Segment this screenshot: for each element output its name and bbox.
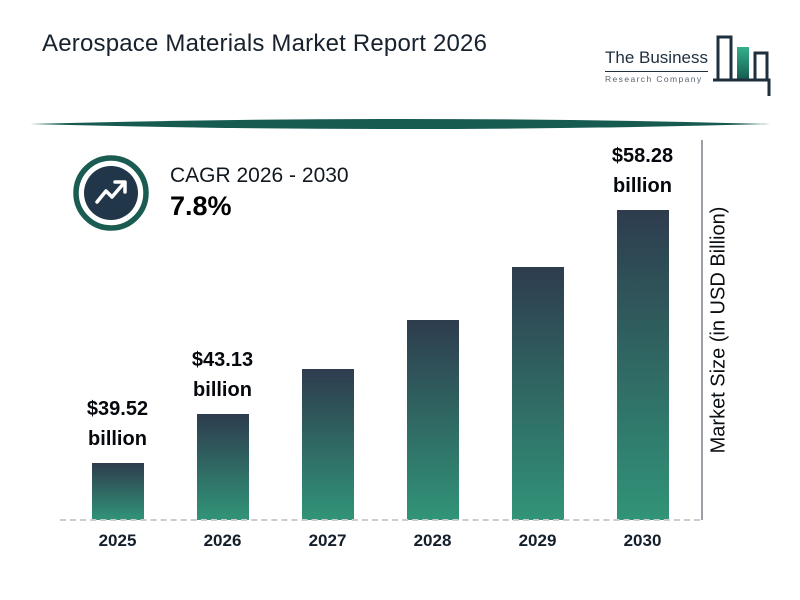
cagr-label: CAGR 2026 - 2030 (170, 164, 349, 187)
bar-value-label-2025: $39.52 billion (86, 398, 149, 450)
logo-name: The Business (605, 48, 708, 72)
trend-up-icon (73, 155, 149, 231)
company-logo: The Business Research Company (605, 32, 774, 98)
bar-group-2026: $43.13 billion (170, 140, 275, 520)
page-title: Aerospace Materials Market Report 2026 (42, 30, 488, 57)
cagr-block: CAGR 2026 - 2030 7.8% (72, 154, 349, 232)
cagr-value: 7.8% (170, 191, 232, 221)
y-axis-title: Market Size (in USD Billion) (707, 206, 730, 454)
bar-2027 (301, 369, 354, 520)
y-axis-line (701, 140, 703, 520)
bar-group-2027 (275, 140, 380, 520)
x-tick-2025: 2025 (98, 531, 137, 550)
x-tick-2029: 2029 (518, 531, 557, 550)
x-tick-2027: 2027 (308, 531, 347, 550)
bar-group-2025: $39.52 billion (65, 140, 170, 520)
cagr-text: CAGR 2026 - 2030 7.8% (170, 164, 349, 222)
bar-group-2029 (485, 140, 590, 520)
bar-2025 (91, 463, 144, 520)
bar-2029 (511, 267, 564, 520)
x-tick-2026: 2026 (203, 531, 242, 550)
bar-chart: $39.52 billion $43.13 billion $58.28 billion (65, 140, 695, 520)
bar-2026 (196, 414, 249, 520)
header-divider (30, 119, 770, 129)
bar-2030 (616, 210, 669, 520)
logo-subtitle: Research Company (605, 74, 703, 84)
logo-bars-icon (713, 35, 771, 96)
bar-group-2028 (380, 140, 485, 520)
x-axis-baseline (60, 519, 700, 521)
logo-text: The Business Research Company (605, 48, 708, 84)
bar-2028 (406, 320, 459, 520)
bar-group-2030: $58.28 billion (590, 140, 695, 520)
x-tick-2030: 2030 (623, 531, 662, 550)
bar-value-label-2026: $43.13 billion (191, 349, 254, 401)
x-axis-labels: 2025 2026 2027 2028 2029 2030 (65, 531, 695, 551)
bar-value-label-2030: $58.28 billion (611, 145, 674, 197)
x-tick-2028: 2028 (413, 531, 452, 550)
